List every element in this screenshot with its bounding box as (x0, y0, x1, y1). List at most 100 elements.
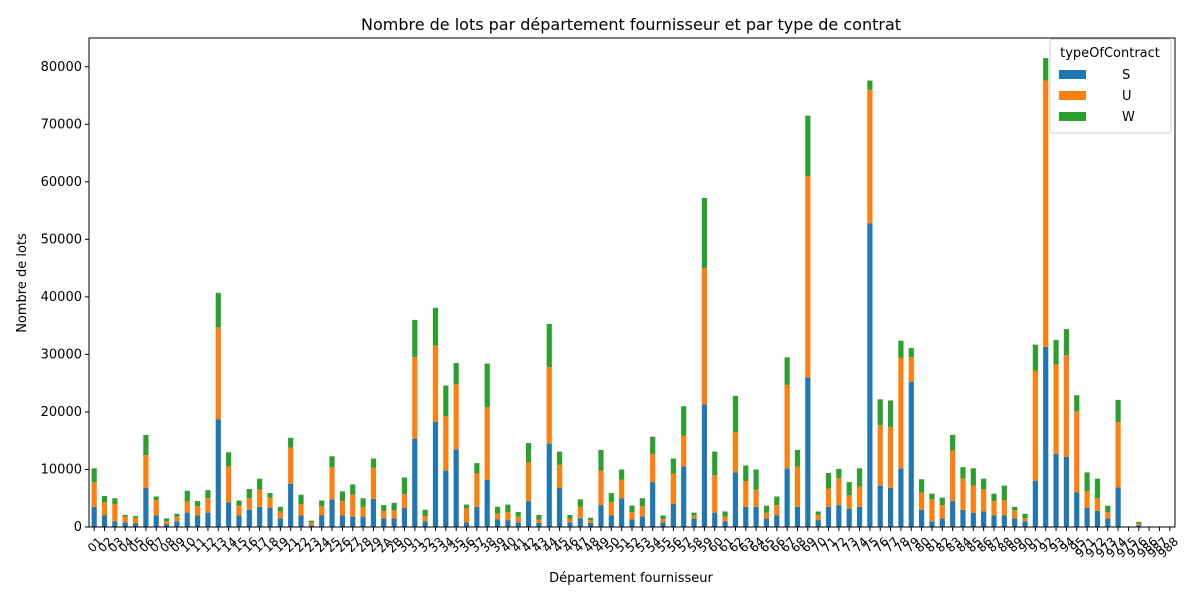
bar-S-81 (929, 521, 935, 527)
bar-U-80 (919, 492, 925, 510)
bar-U-05 (132, 517, 139, 524)
bar-U-29 (370, 467, 377, 499)
bar-U-22 (298, 503, 304, 516)
bar-W-972 (1094, 478, 1101, 499)
bar-W-65 (763, 505, 770, 513)
bar-U-34 (443, 415, 449, 471)
bar-W-02 (101, 495, 108, 503)
bar-U-10 (184, 501, 190, 513)
bar-W-61 (722, 511, 728, 517)
bar-U-973 (1105, 512, 1111, 519)
bar-U-67 (784, 384, 790, 469)
bar-U-53 (639, 506, 645, 517)
bar-U-37 (474, 473, 480, 507)
bar-W-42 (525, 443, 532, 463)
bar-S-2A (381, 518, 387, 527)
bar-S-01 (91, 506, 97, 527)
bar-U-46 (567, 518, 573, 523)
bar-W-89 (1012, 506, 1018, 511)
bar-U-974 (1115, 422, 1121, 488)
bar-S-87 (991, 515, 997, 527)
bar-S-71 (825, 506, 832, 527)
bar-U-68 (794, 466, 801, 507)
bar-U-35 (453, 384, 459, 450)
bar-W-19 (277, 506, 283, 512)
y-tick-label: 0 (74, 520, 82, 535)
bar-W-31 (412, 319, 418, 358)
bar-W-93 (1053, 340, 1059, 365)
bar-S-85 (970, 512, 976, 527)
bar-W-73 (846, 482, 852, 496)
bar-S-67 (784, 468, 790, 527)
bar-U-55 (660, 518, 666, 523)
bar-W-33 (432, 307, 439, 346)
bar-S-22 (298, 515, 304, 527)
bar-S-65 (763, 518, 770, 527)
bar-S-17 (257, 506, 263, 527)
bar-W-58 (691, 512, 697, 516)
bar-U-79 (908, 357, 914, 383)
bar-W-70 (815, 511, 821, 515)
bar-W-82 (939, 497, 945, 506)
bar-W-59 (701, 197, 707, 269)
bar-S-73 (846, 508, 852, 527)
bar-W-2A (381, 505, 387, 511)
bar-W-976 (1136, 521, 1142, 524)
bar-S-75 (867, 223, 873, 528)
bar-S-48 (588, 522, 594, 527)
bar-S-53 (639, 516, 645, 527)
bar-S-80 (919, 509, 925, 527)
bar-W-36 (463, 504, 470, 509)
bar-S-24 (319, 515, 325, 527)
bar-S-83 (950, 501, 956, 527)
bar-S-47 (577, 518, 583, 527)
bar-U-33 (432, 345, 439, 422)
bar-W-2B (391, 502, 397, 511)
bar-W-38 (484, 363, 490, 408)
bar-S-16 (246, 509, 252, 527)
bar-W-04 (122, 514, 128, 517)
bar-W-54 (650, 436, 656, 454)
bar-S-28 (360, 516, 366, 527)
bar-W-41 (515, 512, 521, 517)
bar-W-72 (836, 468, 842, 479)
bar-U-84 (960, 478, 966, 510)
bar-W-26 (339, 491, 345, 502)
bar-W-51 (619, 469, 625, 480)
legend: typeOfContract SUW (1049, 38, 1172, 134)
bar-S-88 (1001, 515, 1007, 527)
bars-group (91, 58, 1142, 528)
bar-W-40 (505, 504, 511, 513)
bar-W-44 (546, 323, 552, 368)
bar-W-91 (1032, 344, 1038, 371)
bar-W-39 (494, 506, 501, 514)
bar-W-64 (753, 469, 759, 490)
bar-S-58 (691, 518, 697, 527)
bar-S-66 (774, 515, 780, 527)
bar-W-60 (712, 451, 718, 476)
bar-U-75 (867, 89, 873, 224)
bar-U-30 (401, 494, 408, 509)
bar-U-76 (877, 425, 883, 486)
bar-W-56 (670, 458, 676, 474)
bar-U-15 (236, 505, 242, 516)
bar-U-18 (267, 497, 273, 509)
bar-U-14 (226, 466, 232, 503)
bar-W-50 (608, 493, 614, 503)
bar-W-23 (308, 520, 314, 523)
bar-W-46 (567, 514, 573, 519)
legend-swatch-W (1059, 112, 1086, 121)
bar-S-84 (960, 509, 966, 527)
bar-S-15 (236, 515, 242, 527)
bar-U-70 (815, 514, 821, 521)
bar-S-971 (1084, 508, 1090, 527)
bar-W-88 (1001, 485, 1007, 500)
bar-U-04 (122, 516, 128, 523)
y-tick-label: 40000 (41, 290, 82, 305)
bar-U-27 (350, 494, 356, 517)
bar-W-03 (112, 498, 118, 504)
bar-U-86 (981, 489, 987, 512)
bar-S-04 (122, 522, 128, 527)
bar-W-75 (867, 80, 873, 90)
bar-U-28 (360, 506, 366, 517)
